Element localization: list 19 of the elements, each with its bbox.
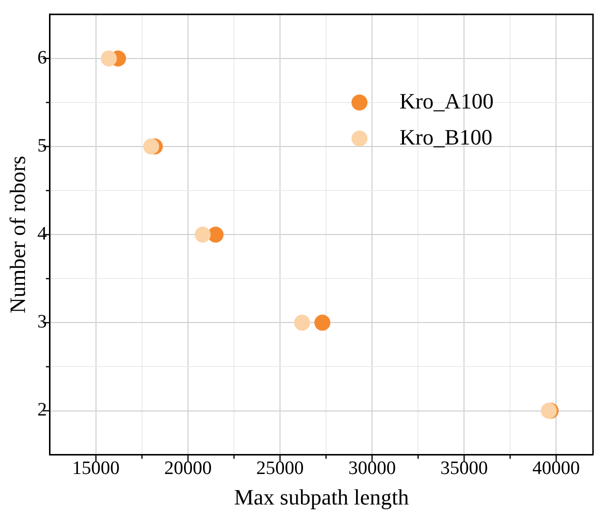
x-tick-label: 35000 [440, 458, 488, 480]
y-axis-title: Number of robors [4, 156, 30, 314]
point [100, 50, 117, 66]
x-tick-label: 15000 [72, 458, 120, 480]
x-tick-label: 20000 [164, 458, 212, 480]
point [294, 314, 310, 331]
y-tick-label: 4 [37, 224, 48, 245]
x-tick-label: 40000 [532, 458, 580, 480]
y-tick-label: 2 [37, 400, 47, 421]
x-axis-title: Max subpath length [234, 484, 409, 510]
legend-label: Kro_A100 [399, 88, 494, 114]
legend-label: Kro_B100 [399, 124, 492, 150]
point [194, 226, 211, 243]
point [143, 138, 160, 155]
y-tick-label: 6 [37, 47, 47, 68]
x-tick-label: 30000 [348, 458, 396, 480]
y-tick-label: 3 [37, 312, 47, 333]
point [314, 314, 330, 331]
x-tick-label: 25000 [256, 458, 304, 480]
